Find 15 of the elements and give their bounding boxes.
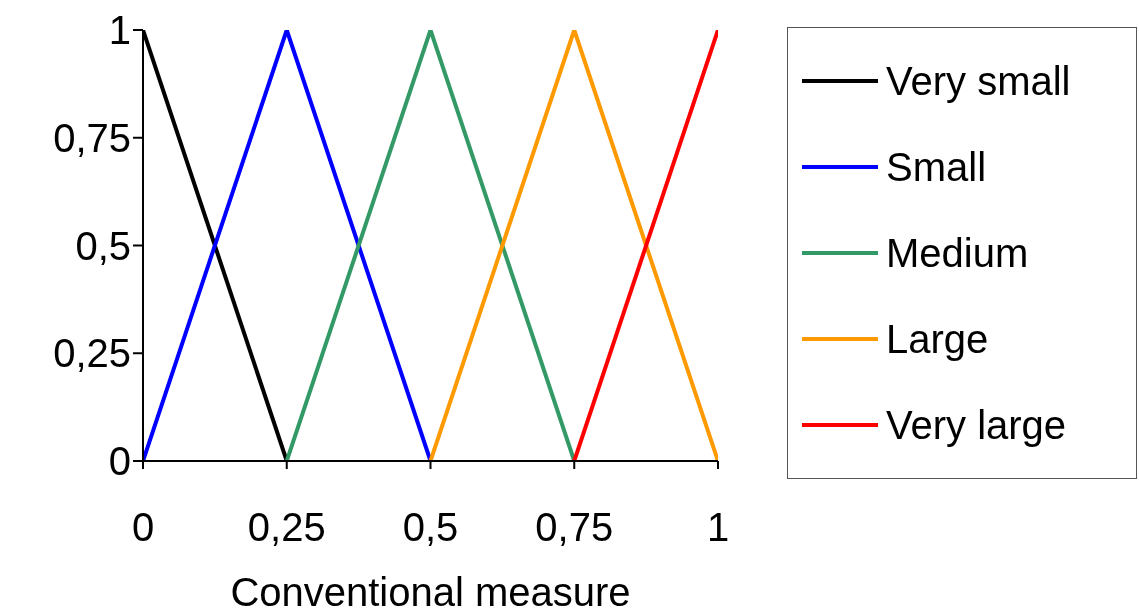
- legend-label: Medium: [886, 230, 1029, 276]
- y-tick-label: 0,5: [75, 223, 131, 268]
- y-tick-label: 0,75: [53, 115, 131, 160]
- y-tick-label: 0,25: [53, 331, 131, 376]
- x-tick-label: 0,25: [247, 505, 326, 550]
- legend-label: Very large: [886, 402, 1067, 448]
- legend-label: Large: [886, 316, 989, 362]
- legend-label: Small: [886, 144, 987, 190]
- x-tick-label: 0,5: [402, 505, 459, 550]
- x-tick-label: 1: [706, 505, 730, 550]
- legend-label: Very small: [886, 58, 1071, 104]
- y-tick-label: 1: [108, 8, 131, 53]
- y-tick-label: 0: [108, 439, 131, 484]
- x-axis-title: Conventional measure: [230, 570, 631, 614]
- x-tick-label: 0,75: [535, 505, 614, 550]
